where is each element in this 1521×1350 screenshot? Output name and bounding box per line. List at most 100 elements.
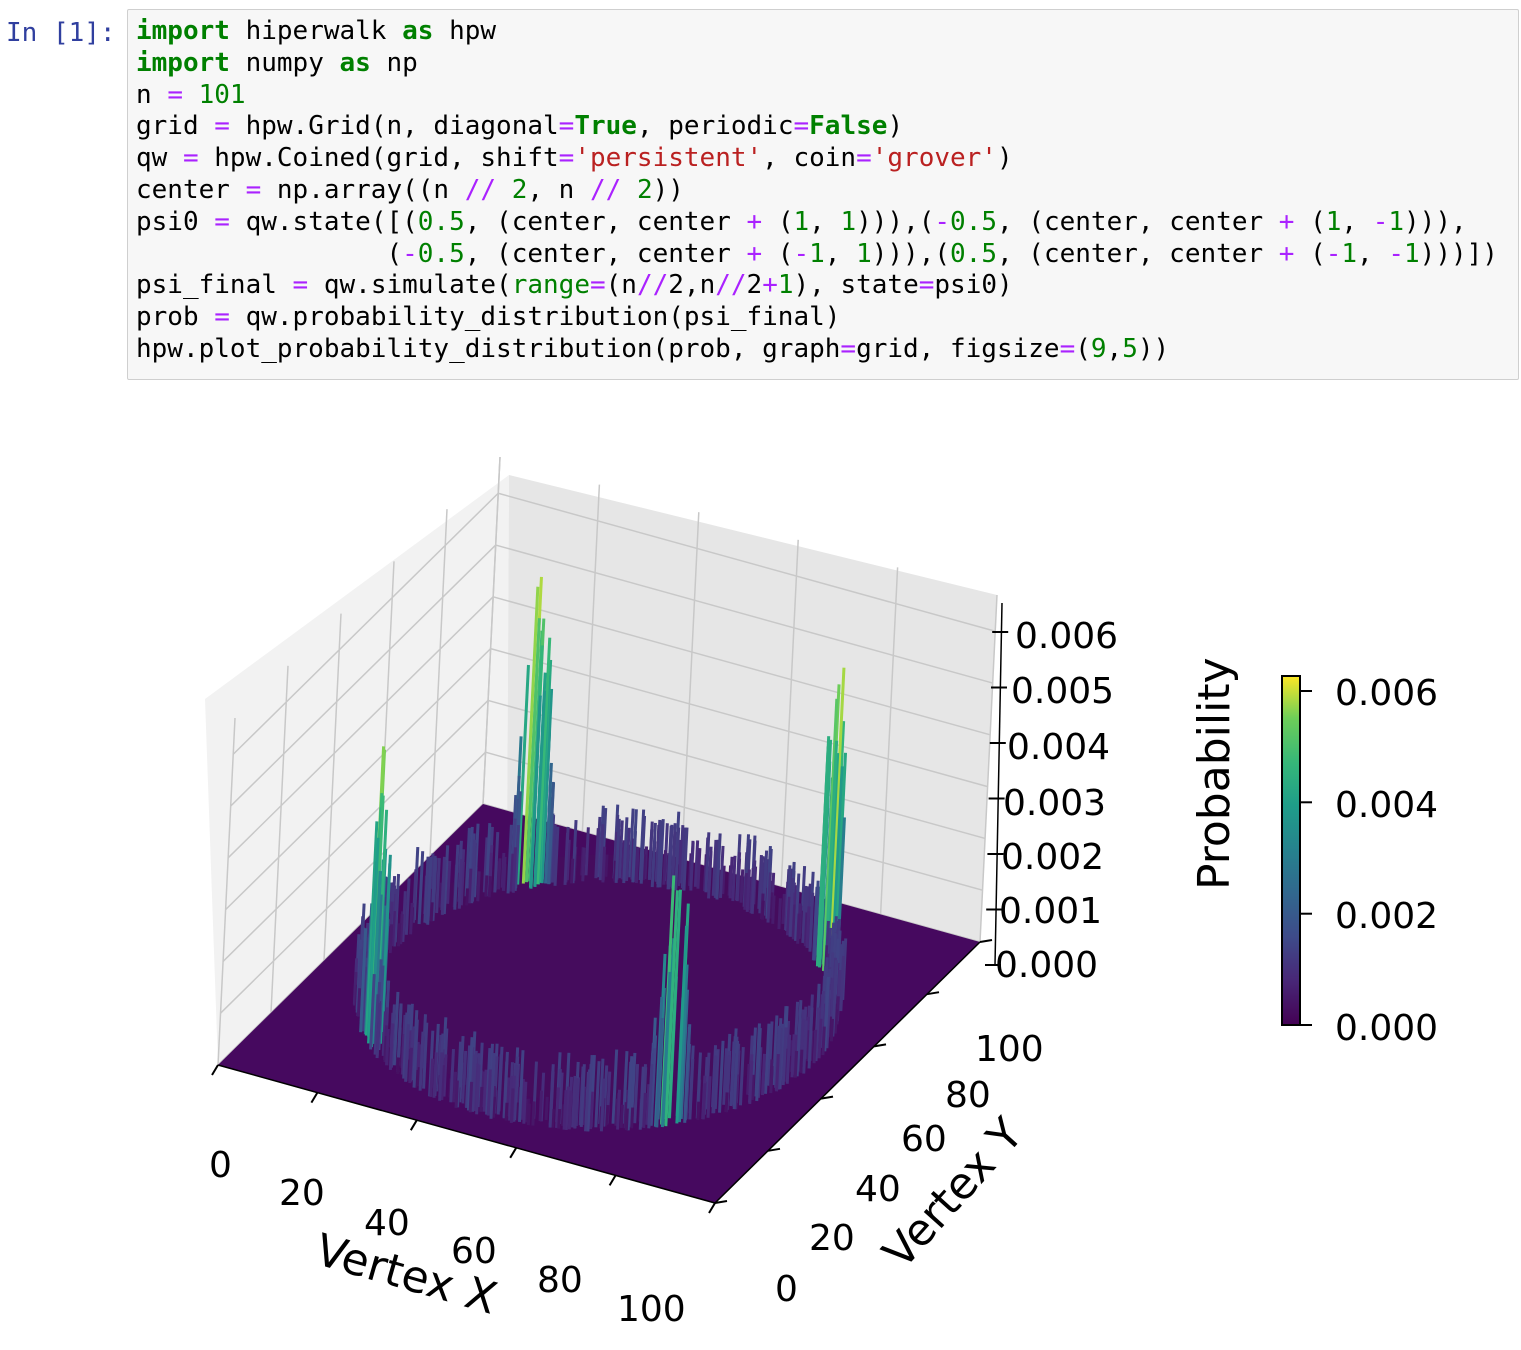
code-token: 0.5 bbox=[950, 238, 997, 269]
surface-spike bbox=[461, 1050, 468, 1104]
code-line[interactable]: qw = hpw.Coined(grid, shift='persistent'… bbox=[136, 143, 1498, 175]
surface-spike bbox=[402, 1012, 409, 1079]
surface-spike bbox=[458, 1036, 465, 1103]
surface-spike bbox=[508, 1075, 514, 1121]
code-token: 1 bbox=[1341, 238, 1358, 269]
code-line[interactable]: center = np.array((n // 2, n // 2)) bbox=[136, 175, 1498, 207]
x-tick bbox=[409, 1119, 418, 1131]
surface-spike bbox=[814, 1007, 821, 1062]
surface-spike bbox=[454, 1080, 459, 1108]
surface-spike bbox=[704, 1052, 711, 1110]
colorbar: 0.000 0.002 0.004 0.006 bbox=[1281, 673, 1438, 1049]
surface-spike bbox=[781, 1027, 788, 1086]
surface-spike bbox=[760, 1053, 767, 1096]
gridline bbox=[495, 544, 993, 684]
surface-spike bbox=[724, 1092, 729, 1113]
code-line[interactable]: (-0.5, (center, center + (-1, 1))),(0.5,… bbox=[136, 239, 1498, 271]
surface-spike bbox=[739, 869, 745, 903]
code-token: import bbox=[136, 47, 230, 78]
surface-spike bbox=[683, 1026, 691, 1123]
surface-spike bbox=[601, 846, 607, 883]
surface-spike bbox=[746, 1063, 751, 1095]
code-line[interactable]: psi_final = qw.simulate(range=(n//2,n//2… bbox=[136, 270, 1498, 302]
surface-spike bbox=[516, 664, 530, 885]
surface-spike bbox=[706, 1076, 712, 1118]
surface-spike bbox=[392, 888, 399, 947]
surface-spike bbox=[422, 1022, 429, 1089]
surface-spike bbox=[586, 1063, 593, 1132]
surface-spike bbox=[735, 852, 742, 902]
surface-spike bbox=[801, 885, 808, 944]
cell-output: 0 20 40 60 80 100 0 20 40 60 80 100 0.00… bbox=[127, 395, 1521, 1346]
surface-spike bbox=[796, 913, 801, 944]
code-token: 1 bbox=[777, 270, 794, 301]
surface-spike bbox=[496, 858, 502, 890]
code-line[interactable]: import numpy as np bbox=[136, 48, 1498, 80]
x-tick bbox=[211, 1064, 219, 1076]
surface-spike bbox=[817, 1018, 823, 1059]
surface-spike bbox=[515, 1102, 520, 1121]
colorbar-tick-label: 0.000 bbox=[1335, 1008, 1438, 1049]
surface-spike bbox=[573, 1078, 579, 1129]
code-token bbox=[496, 175, 512, 205]
surface-spike bbox=[381, 1011, 387, 1056]
surface-spike bbox=[396, 1057, 401, 1075]
surface-spike bbox=[760, 900, 765, 920]
surface-spike bbox=[416, 1067, 421, 1087]
code-token: = bbox=[856, 143, 872, 174]
gridline bbox=[482, 456, 501, 805]
surface-spike bbox=[771, 895, 776, 924]
code-token: , bbox=[824, 238, 857, 269]
surface-spike bbox=[388, 924, 394, 954]
gridline bbox=[979, 594, 998, 943]
surface-spike bbox=[638, 1066, 645, 1130]
surface-spike bbox=[630, 1107, 635, 1129]
surface-spike bbox=[584, 827, 590, 876]
surface-spike bbox=[385, 1028, 390, 1066]
surface-spike bbox=[812, 880, 820, 961]
surface-spike bbox=[791, 904, 797, 940]
code-token: = bbox=[245, 174, 262, 205]
code-line[interactable]: grid = hpw.Grid(n, diagonal=True, period… bbox=[136, 111, 1498, 143]
code-token: , bbox=[1106, 333, 1123, 364]
surface-spike bbox=[476, 871, 481, 902]
surface-spike bbox=[547, 782, 556, 885]
surface-spike bbox=[833, 1009, 838, 1034]
code-token: = bbox=[840, 333, 857, 364]
surface-spike bbox=[794, 873, 801, 941]
surface-spike bbox=[626, 1056, 634, 1131]
surface-spike bbox=[718, 1040, 725, 1113]
code-line[interactable]: hpw.plot_probability_distribution(prob, … bbox=[136, 334, 1498, 366]
surface-spike bbox=[526, 1103, 531, 1126]
surface-spike bbox=[509, 853, 514, 892]
code-token: 0.5 bbox=[417, 206, 465, 237]
gridline bbox=[429, 509, 448, 857]
code-line[interactable]: n = 101 bbox=[136, 80, 1498, 112]
surface-spike bbox=[524, 618, 541, 883]
surface-spike bbox=[715, 833, 722, 900]
surface-spike bbox=[750, 860, 757, 914]
surface-spike bbox=[435, 858, 441, 914]
surface-spike bbox=[622, 817, 629, 884]
gridline bbox=[232, 492, 499, 755]
surface-spike bbox=[383, 1036, 388, 1063]
surface-spike bbox=[396, 923, 402, 947]
surface-spike bbox=[628, 808, 635, 878]
code-editor[interactable]: import hiperwalk as hpw import numpy as n… bbox=[136, 16, 1498, 366]
surface-spike bbox=[721, 865, 726, 895]
code-token: True bbox=[574, 111, 637, 142]
code-token: hpw.plot_probability_distribution(prob, … bbox=[136, 333, 841, 364]
code-line[interactable]: prob = qw.probability_distribution(psi_f… bbox=[136, 302, 1498, 334]
surface-spike bbox=[472, 823, 480, 898]
gridline bbox=[222, 699, 489, 962]
code-cell-input[interactable]: import hiperwalk as hpw import numpy as n… bbox=[127, 9, 1519, 380]
surface-spike bbox=[519, 1079, 525, 1120]
code-token: )))]) bbox=[1419, 238, 1498, 269]
code-line[interactable]: import hiperwalk as hpw bbox=[136, 16, 1498, 48]
surface-spike bbox=[404, 878, 411, 935]
code-token: psi0) bbox=[934, 270, 1013, 301]
surface-spike bbox=[509, 1088, 515, 1124]
code-line[interactable]: psi0 = qw.state([(0.5, (center, center +… bbox=[136, 207, 1498, 239]
surface-spike bbox=[649, 1048, 657, 1126]
code-token: , n bbox=[527, 174, 590, 205]
